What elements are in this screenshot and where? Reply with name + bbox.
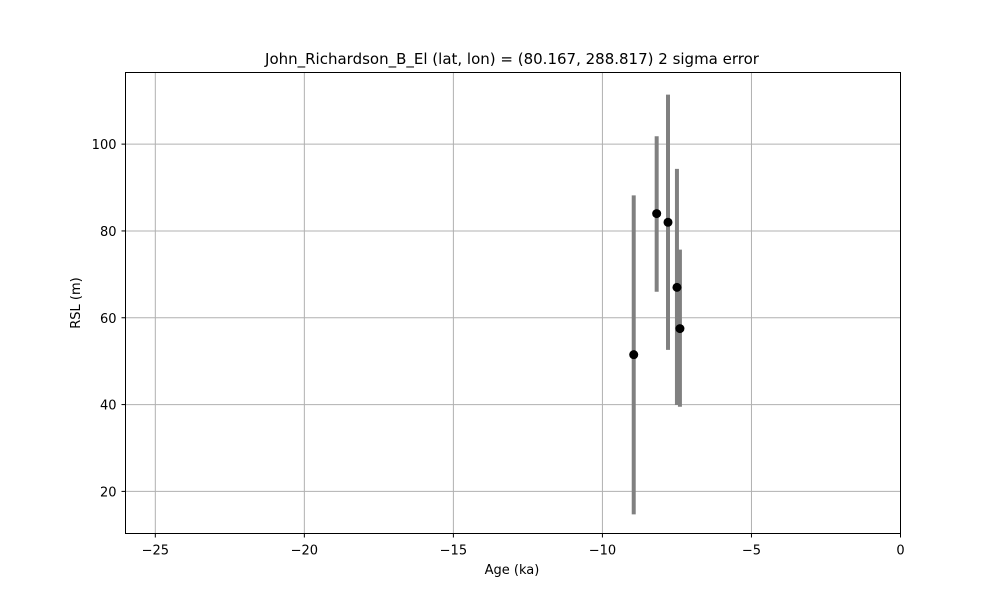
x-tick-label: −10	[589, 544, 616, 559]
plot-area	[629, 94, 685, 515]
data-point	[675, 324, 685, 334]
y-tick-label: 20	[100, 485, 117, 500]
axis-ticks: −25 −20 −15 −10 −5 0 20 40 60 80 100	[92, 138, 905, 558]
x-tick-label: −5	[742, 544, 761, 559]
data-point	[652, 209, 662, 219]
data-point	[672, 282, 682, 292]
x-tick-label: 0	[896, 544, 904, 559]
x-tick-label: −25	[142, 544, 169, 559]
y-tick-label: 40	[100, 399, 117, 414]
y-tick-label: 100	[92, 138, 117, 153]
data-point	[629, 350, 639, 360]
data-point	[663, 217, 673, 227]
y-tick-label: 60	[100, 312, 117, 327]
axes-frame	[125, 72, 901, 534]
x-axis-label: Age (ka)	[485, 563, 540, 578]
chart-title: John_Richardson_B_El (lat, lon) = (80.16…	[264, 50, 760, 69]
y-axis-label: RSL (m)	[69, 277, 84, 328]
grid	[125, 72, 901, 534]
y-tick-label: 80	[100, 225, 117, 240]
x-tick-label: −20	[291, 544, 318, 559]
x-tick-label: −15	[440, 544, 467, 559]
